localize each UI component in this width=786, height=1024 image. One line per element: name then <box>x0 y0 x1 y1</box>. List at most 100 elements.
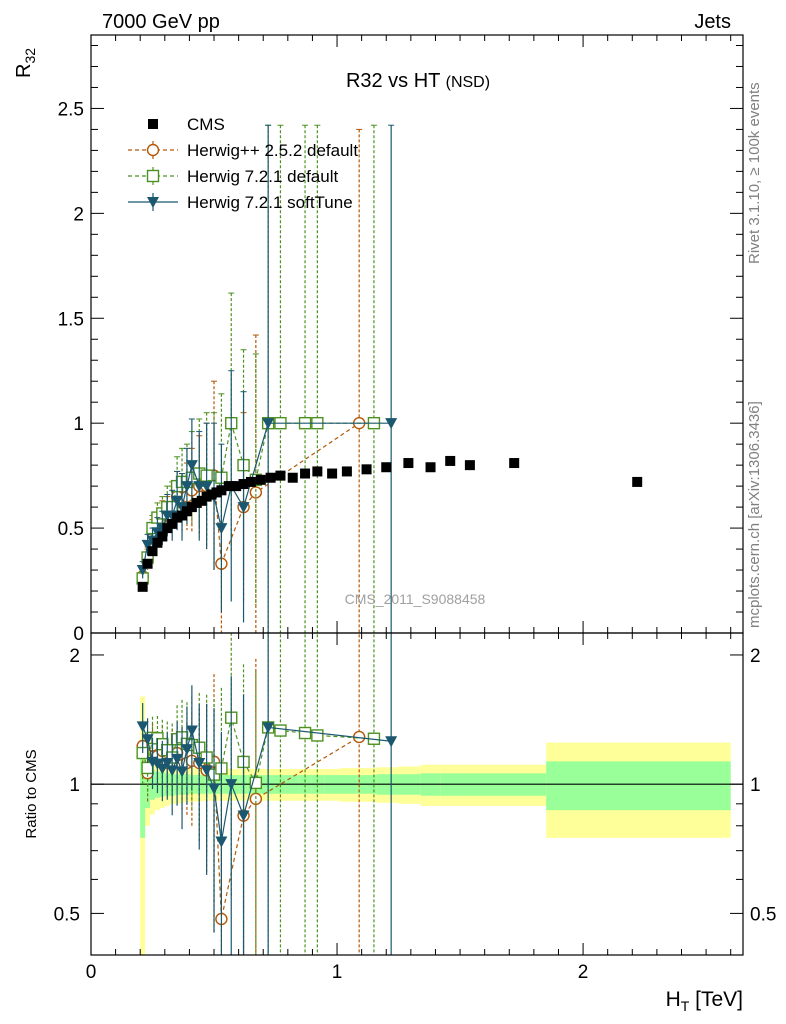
cms-data-point <box>147 546 158 557</box>
ratio-data-point <box>208 783 221 795</box>
cms-data-point <box>381 462 392 473</box>
header-left: 7000 GeV pp <box>102 11 220 33</box>
data-point <box>237 502 250 514</box>
side-label-rivet: Rivet 3.1.10, ≥ 100k events <box>746 82 763 264</box>
ratio-y-axis-label: Ratio to CMS <box>23 749 40 838</box>
cms-data-point <box>632 476 643 487</box>
ratio-data-point <box>385 736 398 748</box>
main-axes: 0 0.5 1 1.5 2 2.5 <box>58 35 743 645</box>
ratio-data-point <box>274 724 287 737</box>
ratio-data-point <box>193 758 206 770</box>
ratio-data-point <box>311 729 324 742</box>
watermark: CMS_2011_S9088458 <box>345 591 486 607</box>
side-label-mcplots: mcplots.cern.ch [arXiv:1306.3436] <box>746 401 763 628</box>
ratio-uncertainty-bands <box>91 696 743 955</box>
ratio-y-tick-label-right: 0.5 <box>750 904 776 925</box>
header-right: Jets <box>694 11 731 33</box>
data-point <box>200 481 213 493</box>
cms-data-point <box>509 458 520 469</box>
cms-data-point <box>231 481 242 492</box>
y-tick-label: 1 <box>73 414 84 435</box>
chart-title-suffix: (NSD) <box>446 74 490 91</box>
ratio-panel: 0 1 2 0.5 0.5 1 1 2 2 Ratio to CMS <box>23 632 776 983</box>
x-axis-label: HT [TeV] <box>666 988 743 1014</box>
y-tick-label: 2.5 <box>58 99 84 120</box>
y-tick-label: 0.5 <box>58 519 84 540</box>
cms-data-point <box>167 518 178 529</box>
ratio-data-point <box>215 836 228 848</box>
ratio-data-point <box>161 758 174 770</box>
ratio-data-point <box>180 744 193 756</box>
cms-data-point <box>445 455 456 466</box>
chart-title-main: R32 vs HT <box>346 70 440 92</box>
ratio-band-inner <box>140 742 146 838</box>
ratio-data-point <box>176 766 189 778</box>
data-point <box>215 523 228 535</box>
cms-data-point <box>255 474 266 485</box>
ratio-frame <box>90 632 744 956</box>
cms-data-point <box>425 462 436 473</box>
legend-marker <box>146 169 160 183</box>
ratio-data-layer <box>136 633 398 955</box>
ratio-data-point <box>237 810 250 822</box>
cms-data-point <box>312 466 323 477</box>
cms-data-point <box>137 581 148 592</box>
cms-data-point <box>341 466 352 477</box>
legend: CMS Herwig++ 2.5.2 default Herwig 7.2.1 de… <box>128 115 358 212</box>
cms-data-point <box>287 472 298 483</box>
x-tick-label: 2 <box>578 962 589 983</box>
legend-label: CMS <box>187 115 225 134</box>
y-tick-label: 0 <box>73 624 84 645</box>
cms-data-point <box>142 558 153 569</box>
cms-data-point <box>223 481 234 492</box>
x-tick-label: 0 <box>86 962 97 983</box>
cms-data-point <box>245 476 256 487</box>
ratio-data-point <box>156 763 169 775</box>
ratio-data-point <box>262 722 275 734</box>
ratio-data-point <box>136 721 149 733</box>
legend-marker <box>147 197 159 208</box>
cms-data-point <box>464 460 475 471</box>
ratio-data-point <box>166 765 179 777</box>
ratio-axes: 0 1 2 0.5 0.5 1 1 2 2 <box>54 633 776 983</box>
main-panel: 0 0.5 1 1.5 2 2.5 R32 vs HT (NSD) CMS_2011_S9… <box>13 34 744 645</box>
ratio-data-point <box>298 726 312 740</box>
ratio-y-tick-label: 1 <box>69 775 80 796</box>
ratio-y-tick-label: 0.5 <box>54 904 80 925</box>
ratio-y-tick-label-right: 1 <box>750 775 761 796</box>
legend-label: Herwig 7.2.1 softTune <box>187 193 353 212</box>
y-axis-label-sub: 32 <box>22 48 38 64</box>
x-axis-label-unit: [TeV] <box>689 988 743 1011</box>
legend-label: Herwig 7.2.1 default <box>187 167 338 186</box>
ratio-band-inner <box>546 761 731 811</box>
legend-marker <box>148 119 158 129</box>
ratio-data-point <box>171 753 184 765</box>
data-point <box>262 418 275 430</box>
cms-data-point <box>238 479 249 490</box>
ratio-y-tick-label-right: 2 <box>750 646 761 667</box>
ratio-data-point <box>200 765 213 777</box>
x-axis-label-sub: T <box>681 998 690 1014</box>
data-point <box>185 460 198 472</box>
y-tick-label: 1.5 <box>58 309 84 330</box>
cms-data-point <box>152 537 163 548</box>
cms-data-point <box>403 458 414 469</box>
ratio-data-point <box>249 776 263 790</box>
cms-data-point <box>216 485 227 496</box>
data-point <box>180 481 193 493</box>
ratio-y-tick-label: 2 <box>69 646 80 667</box>
y-tick-label: 2 <box>73 204 84 225</box>
y-axis-label-main: R <box>13 64 35 78</box>
x-tick-label: 1 <box>332 962 343 983</box>
ratio-data-point <box>185 725 198 737</box>
data-point <box>171 495 184 507</box>
cms-data-point <box>361 464 372 475</box>
cms-data-point <box>300 468 311 479</box>
cms-data-point <box>275 470 286 481</box>
cms-data-point <box>327 468 338 479</box>
legend-marker <box>146 143 160 157</box>
cms-data-point <box>265 472 276 483</box>
main-data-layer <box>136 124 643 633</box>
x-axis-label-main: H <box>666 988 681 1011</box>
legend-label: Herwig++ 2.5.2 default <box>187 141 358 160</box>
